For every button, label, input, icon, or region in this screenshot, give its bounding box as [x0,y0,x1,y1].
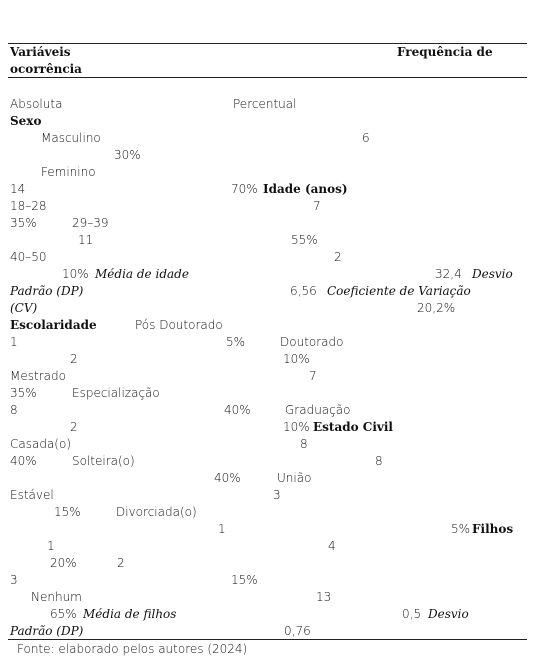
cell-text: 1 [47,539,55,553]
cell-text: Desvio [472,267,513,281]
cell-text: Especialização [72,386,160,400]
cell-text: Coeficiente de Variação [327,284,471,298]
cell-text: 40% [224,403,251,417]
cell-text: 3 [10,573,18,587]
cell-text: 7 [313,199,321,213]
cell-text: 2 [70,420,78,434]
cell-text: Feminino [41,165,96,179]
cell-text: 10% [283,420,310,434]
cell-text: Sexo [10,114,42,128]
header-rule [8,77,527,78]
cell-text: 30% [114,148,141,162]
cell-text: 2 [117,556,125,570]
header-left2: ocorrência [10,62,82,76]
cell-text: Escolaridade [10,318,97,332]
cell-text: 4 [328,539,336,553]
cell-text: 8 [10,403,18,417]
cell-text: Filhos [472,522,514,536]
cell-text: 55% [291,233,318,247]
cell-text: Padrão (DP) [10,284,84,298]
cell-text: Percentual [233,97,297,111]
header-left: Variáveis [10,45,71,59]
cell-text: 10% [283,352,310,366]
cell-text: 13 [316,590,332,604]
cell-text: 11 [78,233,94,247]
cell-text: 40–50 [10,250,47,264]
cell-text: Mestrado [10,369,66,383]
cell-text: 40% [10,454,37,468]
cell-text: 6 [362,131,370,145]
header-right: Frequência de [397,45,493,59]
cell-text: União [277,471,312,485]
cell-text: Pós Doutorado [135,318,223,332]
cell-text: 35% [10,386,37,400]
cell-text: Graduação [285,403,351,417]
cell-text: 65% [50,607,77,621]
cell-text: Estado Civil [313,420,393,434]
cell-text: 18–28 [10,199,47,213]
cell-text: 20% [50,556,77,570]
cell-text: Idade (anos) [263,182,348,196]
cell-text: 10% [62,267,89,281]
cell-text: 29–39 [72,216,109,230]
cell-text: 35% [10,216,37,230]
cell-text: 0,5 [402,607,422,621]
cell-text: Divorciada(o) [116,505,197,519]
cell-text: 8 [375,454,383,468]
cell-text: (CV) [10,301,38,315]
cell-text: Padrão (DP) [10,624,84,638]
cell-text: 20,2% [417,301,456,315]
cell-text: Estável [10,488,54,502]
source: Fonte: elaborado pelos autores (2024) [17,642,248,656]
cell-text: Solteira(o) [72,454,135,468]
cell-text: 70% [231,182,258,196]
cell-text: Masculino [41,131,101,145]
cell-text: Desvio [428,607,469,621]
cell-text: 40% [214,471,241,485]
cell-text: Absoluta [10,97,63,111]
cell-text: Média de idade [95,267,189,281]
cell-text: Média de filhos [83,607,177,621]
cell-text: 5% [451,522,471,536]
cell-text: 7 [309,369,317,383]
cell-text: 0,76 [284,624,311,638]
bottom-rule [8,639,527,640]
cell-text: 6,56 [290,284,317,298]
cell-text: 3 [273,488,281,502]
cell-text: 1 [218,522,226,536]
cell-text: 15% [231,573,258,587]
top-rule [8,43,527,44]
cell-text: 32,4 [435,267,462,281]
cell-text: 5% [226,335,246,349]
cell-text: 15% [54,505,81,519]
cell-text: 1 [10,335,18,349]
cell-text: Casada(o) [10,437,72,451]
cell-text: 2 [334,250,342,264]
cell-text: 8 [300,437,308,451]
cell-text: 14 [10,182,26,196]
cell-text: Doutorado [280,335,344,349]
cell-text: Nenhum [31,590,82,604]
cell-text: 2 [70,352,78,366]
